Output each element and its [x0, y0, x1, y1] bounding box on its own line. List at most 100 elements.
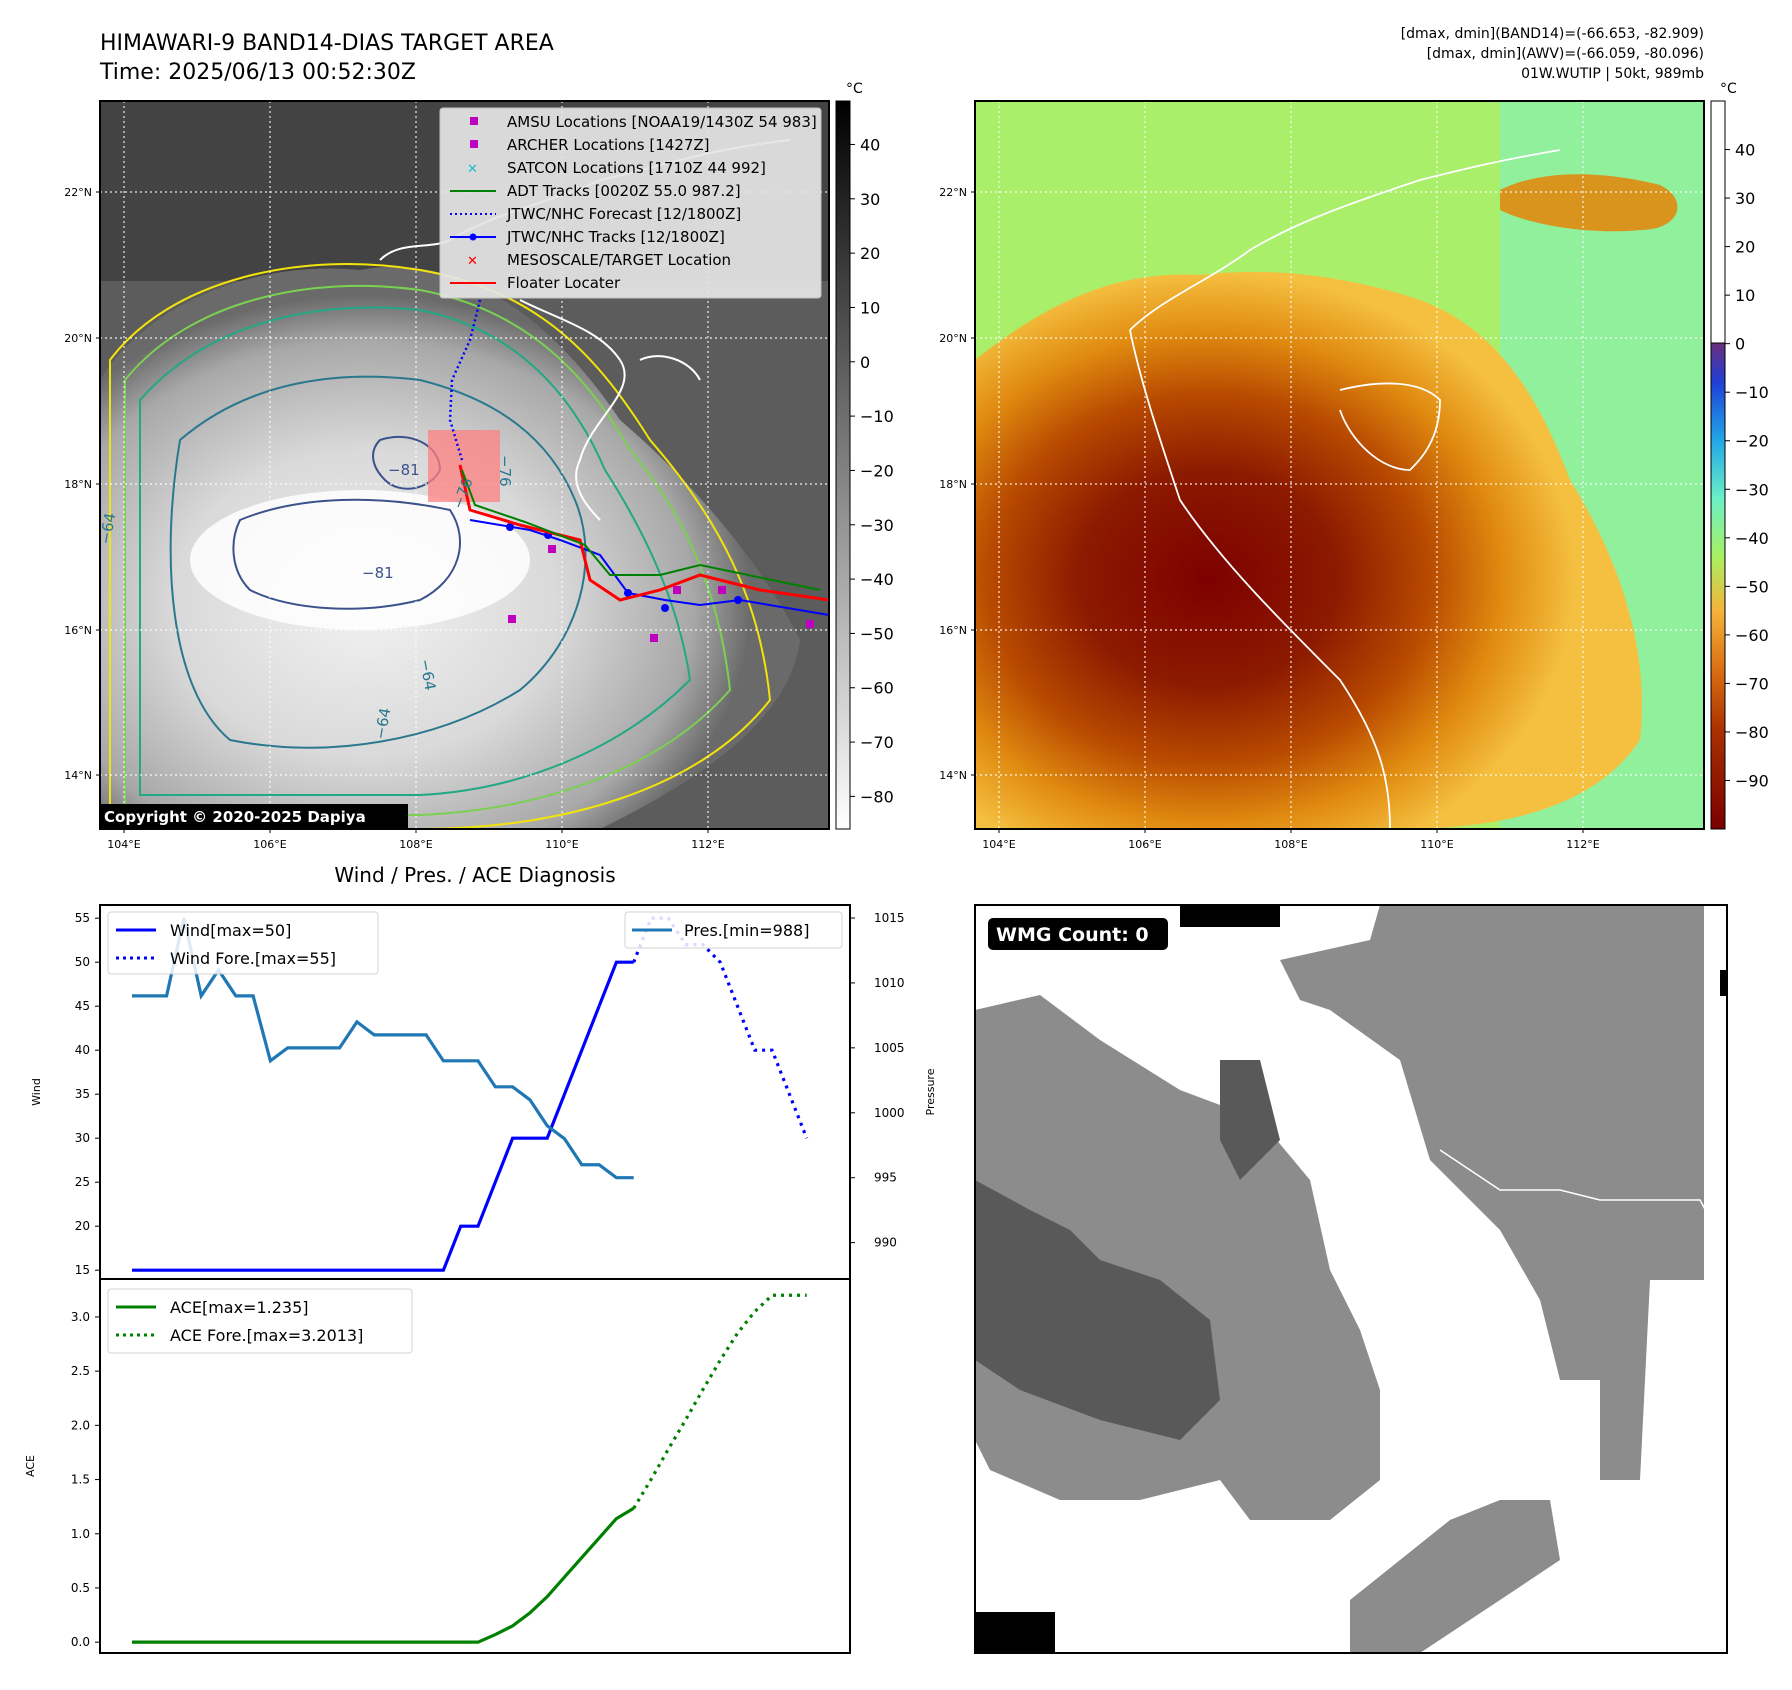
wind-y-tick-label: 40 — [75, 1043, 90, 1057]
legend-item: ✕ SATCON Locations [1710Z 44 992] — [467, 159, 766, 177]
legend-item: ADT Tracks [0020Z 55.0 987.2] — [450, 182, 741, 200]
lon-tick-label: 110°E — [1420, 838, 1453, 851]
legend-item: ✕ MESOSCALE/TARGET Location — [467, 251, 731, 269]
adt-track — [461, 469, 821, 591]
wmg-region-dark — [975, 1180, 1220, 1440]
colorbar-tick-label: −80 — [860, 787, 894, 806]
colorbar-tick-label: −40 — [860, 570, 894, 589]
floater-locater-track — [458, 464, 829, 602]
ace-y-tick-label: 2.0 — [71, 1418, 90, 1432]
lon-tick-label: 104°E — [982, 838, 1015, 851]
contour-label: −64 — [416, 658, 439, 692]
awv-range: [dmax, dmin](AWV)=(-66.059, -80.096) — [1427, 46, 1704, 62]
contour-inner2 — [232, 498, 461, 610]
pressure-axis-label: Pressure — [924, 1068, 937, 1115]
wind-series-line — [132, 1005, 601, 1272]
ir-cold-core — [190, 490, 530, 630]
wmg-region-east — [1280, 905, 1704, 1480]
awv-map-panel: 22°N 20°N 18°N 16°N 14°N 104°E 106°E 108°E 110°E… — [939, 100, 1705, 851]
colorbar-tick-label: −90 — [1735, 771, 1769, 790]
ace-y-tick-label: 3.0 — [71, 1310, 90, 1324]
pressure-legend-label: Pres.[min=988] — [684, 921, 809, 940]
ace-forecast-series-line — [632, 1293, 807, 1510]
legend-item: Floater Locater — [450, 274, 621, 292]
legend-label: Floater Locater — [507, 274, 621, 292]
contour-eye — [372, 435, 442, 490]
contour-outer — [109, 263, 772, 829]
pressure-legend: Pres.[min=988] — [624, 911, 843, 949]
legend-label: JTWC/NHC Tracks [12/1800Z] — [506, 228, 725, 246]
ir-colorbar-gradient — [835, 100, 851, 830]
lon-tick-label: 112°E — [691, 838, 724, 851]
wmg-badge — [988, 918, 1168, 950]
wind-fore-legend-label: Wind Fore.[max=55] — [170, 949, 336, 968]
lat-tick-label: 14°N — [939, 769, 967, 782]
awv-colorbar-unit: °C — [1720, 81, 1737, 97]
wind-legend: Wind[max=50] Wind Fore.[max=55] — [107, 911, 379, 975]
legend-square-marker — [470, 117, 478, 125]
lon-tick-label: 108°E — [399, 838, 432, 851]
contour-label: −64 — [371, 706, 394, 740]
colorbar-tick-label: 20 — [860, 244, 880, 263]
jtwc-forecast-track — [448, 299, 482, 461]
contour-label: −81 — [388, 461, 420, 479]
awv-map-axis-labels: 22°N 20°N 18°N 16°N 14°N 104°E 106°E 108°E 110°E… — [939, 186, 1600, 851]
wmg-black-corner — [975, 1612, 1055, 1653]
colorbar-tick-label: −50 — [860, 624, 894, 643]
wmg-panel: WMG Count: 0 — [974, 904, 1728, 1654]
colorbar-tick-label: −50 — [1735, 577, 1769, 596]
contour-mid1 — [124, 284, 732, 816]
ace-axis-label: ACE — [24, 1455, 37, 1477]
target-area-box — [428, 430, 500, 502]
legend-x-marker: ✕ — [467, 254, 478, 269]
colorbar-tick-label: −70 — [1735, 674, 1769, 693]
ace-series-line — [132, 1506, 635, 1644]
ir-colorbar-unit: °C — [846, 81, 863, 97]
figure-time: Time: 2025/06/13 00:52:30Z — [99, 60, 416, 85]
legend-item: JTWC/NHC Forecast [12/1800Z] — [450, 205, 741, 223]
wmg-black-top — [1180, 905, 1280, 927]
awv-colorbar-positive — [1710, 100, 1726, 344]
awv-gridlines — [975, 101, 1704, 829]
colorbar-tick-label: −40 — [1735, 529, 1769, 548]
legend-dot-marker — [469, 233, 477, 241]
colorbar-tick-label: 30 — [1735, 189, 1755, 208]
legend-item: AMSU Locations [NOAA19/1430Z 54 983] — [470, 113, 817, 131]
amsu-archer-points — [508, 545, 814, 642]
colorbar-tick-label: −20 — [860, 461, 894, 480]
wind-series-line — [597, 960, 634, 1007]
colorbar-tick-label: 40 — [860, 135, 880, 154]
legend-label: MESOSCALE/TARGET Location — [507, 251, 731, 269]
pressure-y-tick-label: 1015 — [874, 911, 905, 925]
ace-plot: 3.0 2.5 2.0 1.5 1.0 0.5 0.0 ACE ACE[max=1.235]… — [24, 1278, 851, 1654]
wind-y-tick-label: 25 — [75, 1175, 90, 1189]
lat-tick-label: 18°N — [939, 478, 967, 491]
colorbar-tick-label: 40 — [1735, 141, 1755, 160]
lat-tick-label: 22°N — [939, 186, 967, 199]
ir-map-panel: −81 −81 −76 −76 −64 −64 −64 AMSU Locatio… — [64, 100, 830, 851]
storm-info: 01W.WUTIP | 50kt, 989mb — [1521, 66, 1704, 82]
wmg-region-south — [1350, 1500, 1560, 1653]
diagnosis-title: Wind / Pres. / ACE Diagnosis — [334, 863, 615, 887]
lon-tick-label: 110°E — [545, 838, 578, 851]
contour-label: −64 — [96, 511, 119, 545]
colorbar-tick-label: −60 — [860, 679, 894, 698]
awv-colorbar: °C 40 30 20 10 0 −10 −20 −30 −40 −50 −60 −70 −80 −90 — [1710, 81, 1769, 830]
lat-tick-label: 18°N — [64, 478, 92, 491]
lat-tick-label: 20°N — [939, 332, 967, 345]
band14-range: [dmax, dmin](BAND14)=(-66.653, -82.909) — [1401, 26, 1704, 42]
wind-legend-label: Wind[max=50] — [170, 921, 291, 940]
ir-map-axis-labels: 22°N 20°N 18°N 16°N 14°N 104°E 106°E 108°E 110°E… — [64, 186, 725, 851]
wind-y-tick-label: 50 — [75, 955, 90, 969]
wmg-count: WMG Count: 0 — [996, 924, 1149, 946]
ir-map-frame — [99, 100, 830, 830]
colorbar-tick-label: −30 — [860, 516, 894, 535]
lat-tick-label: 20°N — [64, 332, 92, 345]
awv-coastline — [1129, 149, 1561, 829]
colorbar-tick-label: 10 — [1735, 286, 1755, 305]
lat-tick-label: 16°N — [939, 624, 967, 637]
colorbar-tick-label: 0 — [860, 353, 870, 372]
awv-map-frame — [974, 100, 1705, 830]
legend-label: SATCON Locations [1710Z 44 992] — [507, 159, 766, 177]
